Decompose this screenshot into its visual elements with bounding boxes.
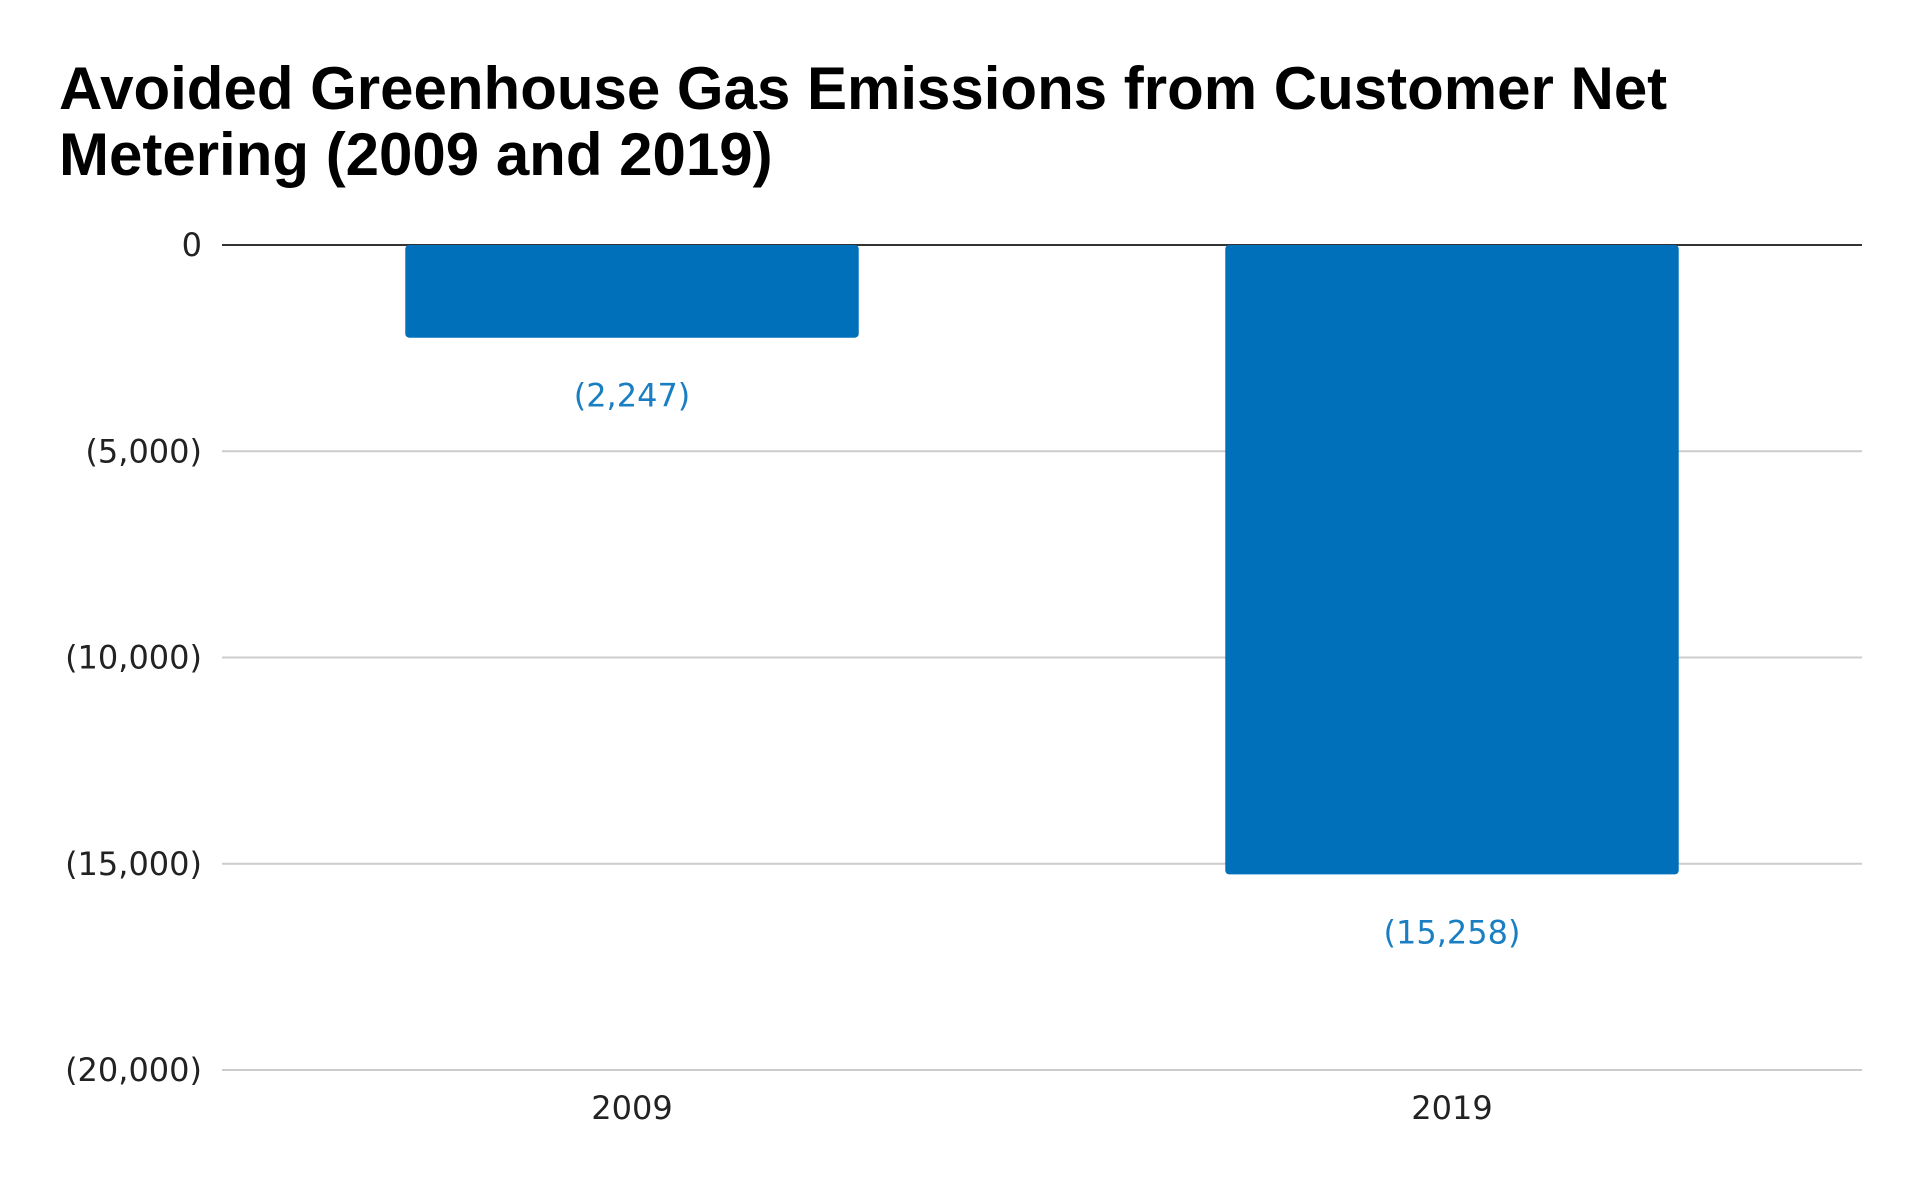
- y-tick-label: (15,000): [65, 845, 202, 883]
- labels: 0 (5,000) (10,000) (15,000) (20,000) (2,247) 2…: [65, 226, 1520, 1127]
- bars: [405, 245, 1679, 875]
- bar-2009: [405, 245, 859, 338]
- data-label-2019: (15,258): [1384, 913, 1521, 951]
- y-tick-label: (10,000): [65, 639, 202, 677]
- x-tick-label: 2019: [1411, 1089, 1492, 1127]
- chart-title: Avoided Greenhouse Gas Emissions from Cu…: [59, 55, 1668, 188]
- y-tick-label: (5,000): [85, 432, 202, 470]
- x-tick-label: 2009: [591, 1089, 672, 1127]
- bar-2019: [1225, 245, 1679, 875]
- data-label-2009: (2,247): [574, 377, 691, 415]
- y-tick-label: (20,000): [65, 1051, 202, 1089]
- y-tick-label: 0: [182, 226, 202, 264]
